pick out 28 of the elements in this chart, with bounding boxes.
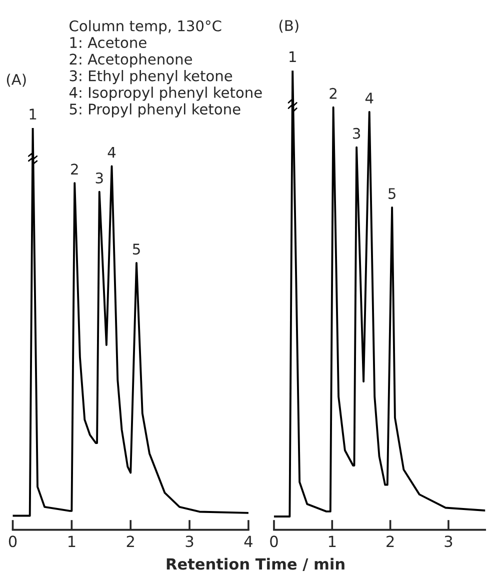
x-tick-label: 4 <box>244 536 252 547</box>
x-tick-label: 0 <box>8 536 17 548</box>
text: 3: Ethyl phenyl ketone <box>70 70 232 84</box>
x-tick-label: 1 <box>328 536 336 547</box>
annotation: 4 <box>365 92 374 104</box>
annotation: 2 <box>330 88 336 99</box>
text: 2: Acetophenone <box>70 53 192 68</box>
x-tick-label: 3 <box>186 536 194 548</box>
annotation: 3 <box>96 172 103 184</box>
annotation: 1 <box>30 108 36 120</box>
annotation: 4 <box>108 146 116 158</box>
annotation: 3 <box>353 128 360 139</box>
x-tick-label: 1 <box>68 536 76 547</box>
x-tick-label: 2 <box>386 536 394 547</box>
annotation: 2 <box>71 164 78 174</box>
annotation: 5 <box>388 188 396 200</box>
annotation: 1 <box>290 51 296 62</box>
text: 4: Isopropyl phenyl ketone <box>69 86 262 101</box>
x-axis-title: Retention Time / min <box>166 558 344 571</box>
text: Column temp, 130°C <box>70 20 222 34</box>
chart-title: (B) <box>279 20 298 33</box>
text: 5: Propyl phenyl ketone <box>70 103 240 118</box>
x-tick-label: 2 <box>126 536 134 547</box>
text: 1: Acetone <box>70 37 146 48</box>
x-tick-label: 0 <box>270 536 278 548</box>
chart-title: (A) <box>6 74 26 87</box>
x-tick-label: 3 <box>444 536 452 548</box>
annotation: 5 <box>132 244 140 255</box>
